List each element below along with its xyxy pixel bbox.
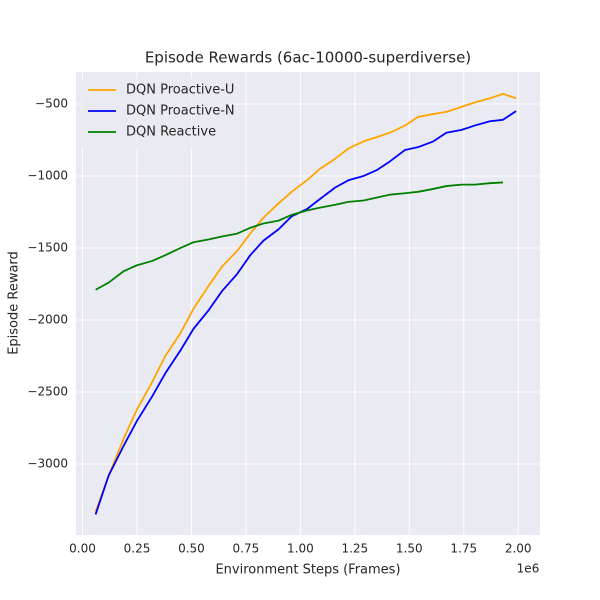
y-tick-label: −500 [35,96,68,110]
x-tick-label: 2.00 [505,542,532,556]
x-tick-label: 1.00 [287,542,314,556]
x-tick-label: 0.75 [233,542,260,556]
plot-area [76,72,540,535]
chart-title: Episode Rewards (6ac-10000-superdiverse) [145,49,471,67]
legend-label: DQN Reactive [126,125,216,140]
y-tick-label: −2000 [27,312,68,326]
x-axis-label: Environment Steps (Frames) [215,563,400,578]
legend-box [82,78,230,149]
x-offset-label: 1e6 [517,562,540,576]
x-tick-label: 1.25 [341,542,368,556]
x-tick-label: 0.25 [124,542,151,556]
line-series [95,181,504,291]
x-tick-label: 1.50 [396,542,423,556]
legend: DQN Proactive-U DQN Proactive-N DQN Reacti… [82,78,235,149]
y-tick-label: −3000 [27,457,68,471]
legend-label: DQN Proactive-N [126,104,235,119]
line-series [94,92,517,512]
y-axis-label: Episode Reward [7,251,22,355]
x-tick-label: 1.75 [450,542,477,556]
y-tick-label: −1500 [27,240,68,254]
y-tick-label: −1000 [27,168,68,182]
line-series [94,110,517,515]
y-tick-label: −2500 [27,384,68,398]
legend-label: DQN Proactive-U [126,83,234,98]
x-tick-label: 0.00 [69,542,96,556]
x-tick-label: 0.50 [178,542,205,556]
